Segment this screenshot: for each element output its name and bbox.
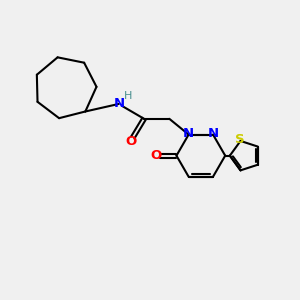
Text: N: N <box>207 128 219 140</box>
Text: N: N <box>114 98 125 110</box>
Text: O: O <box>125 135 136 148</box>
Text: O: O <box>151 148 162 162</box>
Text: H: H <box>124 91 133 100</box>
Text: N: N <box>183 128 194 140</box>
Text: S: S <box>235 133 245 146</box>
